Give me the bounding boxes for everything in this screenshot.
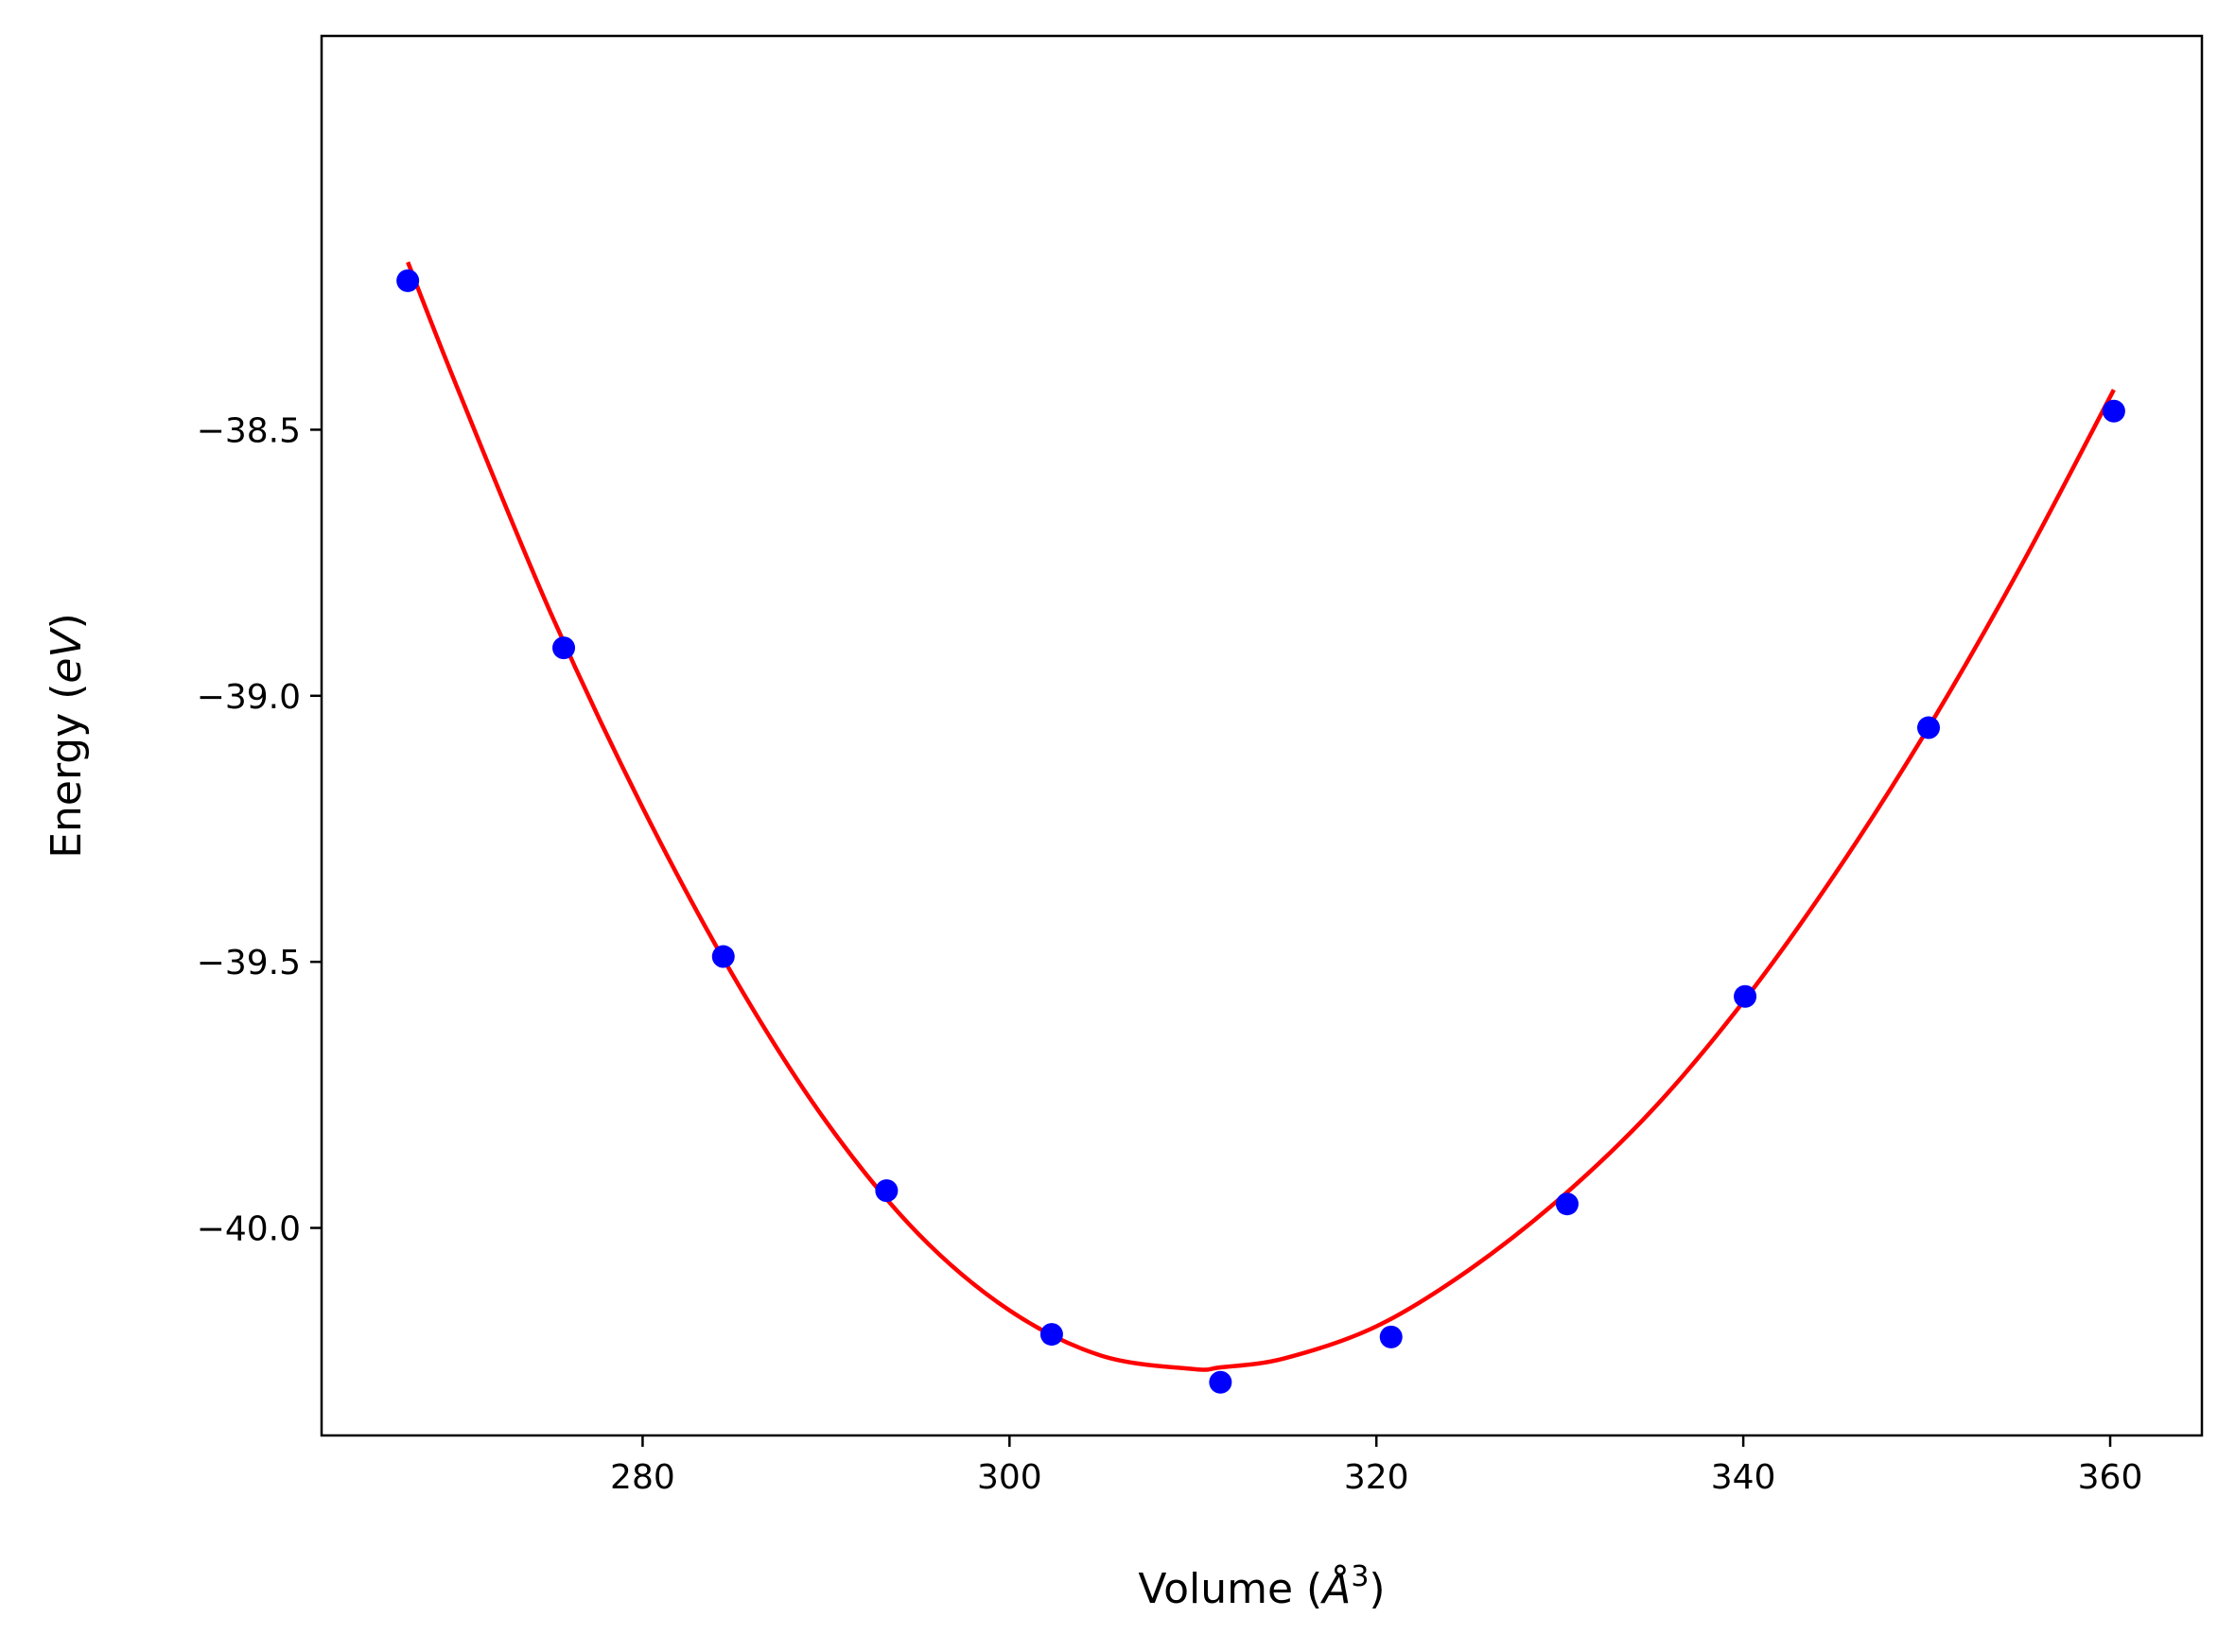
x-axis-label: Volume (Å3) (1138, 1560, 1385, 1613)
x-tick-label: 280 (610, 1458, 675, 1497)
plot-frame (320, 34, 2204, 1437)
y-tick-label: −39.0 (197, 678, 301, 717)
data-point (1917, 716, 1941, 739)
x-tick-label: 360 (2078, 1458, 2143, 1497)
x-tick-label: 340 (1711, 1458, 1776, 1497)
x-tick-label: 320 (1344, 1458, 1409, 1497)
y-tick-label: −39.5 (197, 944, 301, 983)
x-tick-label: 300 (977, 1458, 1042, 1497)
y-axis-label: Energy (eV) (43, 613, 91, 859)
data-point (2102, 399, 2125, 423)
data-point (1209, 1370, 1232, 1394)
data-point (1555, 1192, 1579, 1216)
tick-marks (310, 428, 2112, 1447)
data-point (1379, 1325, 1403, 1348)
data-point (552, 636, 576, 660)
fit-curve (406, 261, 2116, 1372)
data-point (875, 1179, 899, 1203)
y-tick-label: −40.0 (197, 1210, 301, 1249)
data-point (711, 945, 735, 968)
y-tick-label: −38.5 (197, 411, 301, 450)
data-points (396, 269, 2125, 1394)
data-point (396, 269, 420, 292)
tick-labels: 280 300 320 340 360 −38.5 −39.0 −39.5 −40.0 (197, 411, 2143, 1497)
data-point (1734, 984, 1757, 1008)
data-point (1039, 1323, 1063, 1347)
